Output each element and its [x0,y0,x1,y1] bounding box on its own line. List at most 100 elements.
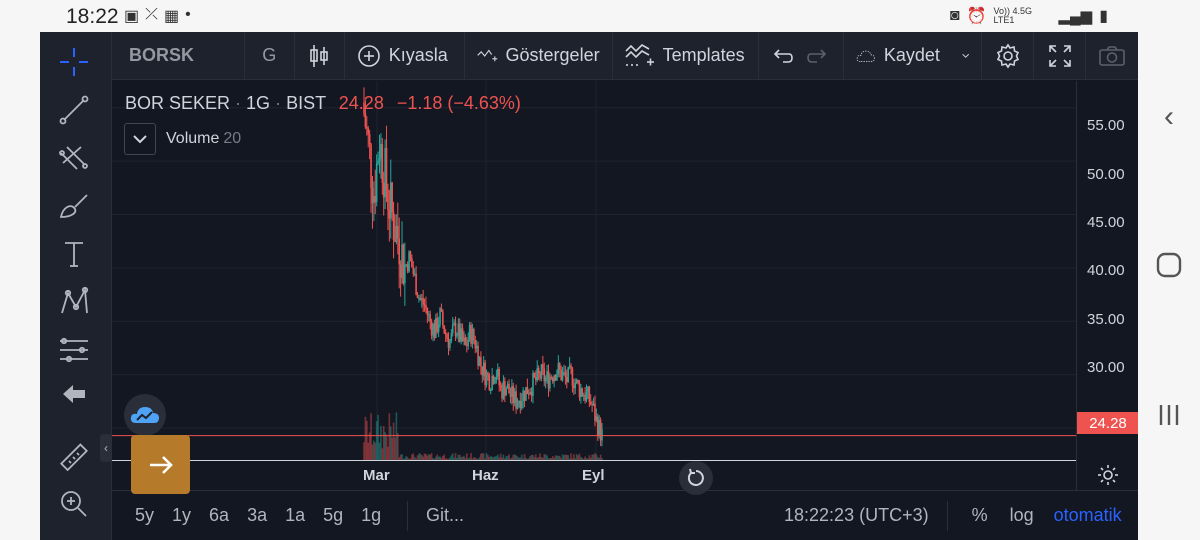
volume-bar [539,453,541,460]
candle-body [509,393,512,397]
candle-body [430,321,433,336]
volume-bar [553,457,555,460]
redo-icon[interactable] [807,46,829,66]
time-axis[interactable]: Mar Haz Eyl [112,460,1076,490]
status-time: 18:22 [66,5,119,28]
back-arrow-icon[interactable] [54,374,94,414]
volume-bar [371,444,374,460]
range-1g[interactable]: 1g [361,505,382,525]
compare-button[interactable]: Kıyasla [345,32,465,80]
candle-body [527,394,530,396]
log-toggle[interactable]: log [1009,505,1034,525]
home-button[interactable] [1138,252,1200,286]
range-3a[interactable]: 3a [247,505,268,525]
save-button[interactable]: Kaydet [844,32,983,80]
candle-body [535,376,537,381]
candle-body [499,384,502,388]
price-tick: 45.00 [1087,214,1125,231]
volume-bar [532,455,534,460]
brush-tool-icon[interactable] [54,186,94,226]
settings-button[interactable] [982,32,1035,80]
candle-body [474,340,477,349]
chart-pane[interactable]: BOR SEKER · 1G · BIST 24.28 −1.18 (−4.63… [112,81,1076,495]
crosshair-tool-icon[interactable] [54,42,94,82]
interval-button[interactable]: G [245,32,295,80]
back-button[interactable]: ‹ [1164,100,1174,133]
volume-bar [405,456,408,460]
candle-body [420,298,423,300]
volume-bar [457,454,460,460]
candle-body [449,341,451,348]
candle-body [413,273,416,275]
symbol-search-button[interactable]: BORSK [112,32,245,80]
axis-settings-button[interactable] [1076,460,1138,490]
candle-body [427,314,430,316]
candle-body [533,372,536,377]
collapse-legend-button[interactable] [124,123,156,155]
auto-toggle[interactable]: otomatik [1053,505,1122,525]
price-axis[interactable]: 55.00 50.00 45.00 40.00 35.00 30.00 24.2… [1076,81,1138,460]
snapshot-button[interactable] [1086,32,1138,80]
volume-bar [364,416,367,460]
zoom-in-icon[interactable] [54,484,94,524]
goto-button[interactable]: Git... [426,505,465,525]
volume-bar [494,456,496,460]
clock[interactable]: 18:22:23 (UTC+3) [784,500,948,531]
calendar-icon: ▦ [163,8,180,25]
volume-bar [511,457,513,460]
reset-chart-button[interactable] [679,461,713,495]
candle-body [512,386,515,404]
ruler-tool-icon[interactable] [54,438,94,478]
range-5g[interactable]: 5g [323,505,344,525]
candle-body [540,364,543,379]
candle-body [399,264,402,278]
fib-tool-icon[interactable] [54,138,94,178]
candle-body [364,113,367,128]
indicators-button[interactable]: Göstergeler [465,32,613,80]
arrow-right-icon [149,455,173,474]
volume-bar [506,456,509,460]
candle-body [526,387,529,395]
range-1y[interactable]: 1y [172,505,192,525]
candle-body [558,363,561,370]
templates-button[interactable]: Templates [613,32,760,80]
percent-toggle[interactable]: % [971,505,988,525]
volume-bar [563,455,565,460]
collapse-toolbar-button[interactable]: ‹ [100,434,112,462]
volume-bar [533,457,536,460]
volume-bar [499,453,502,460]
cloud-sync-button[interactable] [124,394,166,436]
volume-bar [422,456,424,460]
volume-bar [427,454,430,460]
range-1a[interactable]: 1a [285,505,306,525]
volume-bar [470,453,472,460]
next-arrow-button[interactable] [131,435,190,494]
candle-body [375,163,378,203]
candle-body [592,403,595,406]
text-tool-icon[interactable] [54,234,94,274]
candle-body [485,372,488,385]
candle-body [370,144,372,188]
fullscreen-button[interactable] [1034,32,1087,80]
volume-bar [489,455,492,460]
trend-line-tool-icon[interactable] [54,90,94,130]
candle-body [513,391,516,404]
indicators-icon [476,48,497,61]
candle-body [557,363,560,374]
candle-body [453,322,455,326]
measure-lines-tool-icon[interactable] [54,330,94,370]
chart-type-button[interactable] [295,32,345,80]
undo-icon[interactable] [771,46,794,66]
volume-bar [388,413,391,460]
candle-body [435,318,437,338]
recents-button[interactable] [1138,402,1200,436]
range-5y[interactable]: 5y [135,505,155,525]
range-6a[interactable]: 6a [209,505,230,525]
candle-body [560,369,562,381]
volume-bar [544,454,547,460]
candle-body [484,362,486,385]
candle-body [599,419,602,441]
pattern-tool-icon[interactable] [54,282,94,322]
candle-body [415,273,417,295]
volume-bar [560,458,562,460]
